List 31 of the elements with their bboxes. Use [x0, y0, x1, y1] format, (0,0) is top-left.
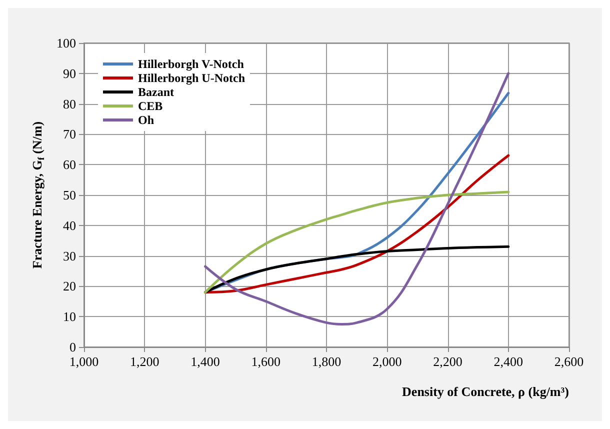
legend-label: Hillerborgh U-Notch — [138, 71, 246, 85]
y-tick-label: 70 — [63, 126, 76, 142]
x-tick-label: 1,400 — [190, 354, 220, 369]
x-axis-title: Density of Concrete, ρ (kg/m³) — [402, 384, 569, 399]
legend-label: Hillerborgh V-Notch — [138, 57, 244, 71]
y-axis-title: Fracture Energy, Gf (N/m) — [30, 121, 46, 269]
legend-label: Oh — [138, 113, 154, 127]
y-tick-label: 30 — [63, 248, 76, 264]
line-series — [204, 72, 510, 326]
x-tick-label: 2,200 — [433, 354, 462, 369]
legend-label: Bazant — [138, 85, 174, 99]
y-tick-label: 0 — [70, 340, 76, 354]
y-tick-label: 50 — [63, 188, 76, 202]
line-series — [204, 190, 510, 294]
line-series — [204, 154, 510, 294]
x-tick-label: 1,200 — [130, 354, 160, 369]
line-series — [204, 245, 510, 294]
x-tick-label: 1,000 — [69, 354, 99, 369]
x-tick-label: 1,800 — [312, 354, 342, 369]
legend-label: CEB — [138, 99, 163, 113]
y-tick-label: 80 — [63, 96, 76, 112]
y-tick-label: 100 — [56, 36, 76, 50]
y-tick-label: 40 — [63, 218, 76, 233]
y-tick-label: 10 — [63, 309, 76, 324]
y-tick-label: 60 — [63, 157, 76, 172]
x-tick-label: 2,000 — [372, 354, 402, 369]
y-tick-label: 20 — [63, 278, 76, 294]
x-tick-label: 2,400 — [494, 354, 523, 369]
x-tick-label: 1,600 — [251, 354, 280, 369]
x-tick-label: 2,600 — [554, 354, 584, 369]
y-tick-label: 90 — [63, 66, 76, 81]
